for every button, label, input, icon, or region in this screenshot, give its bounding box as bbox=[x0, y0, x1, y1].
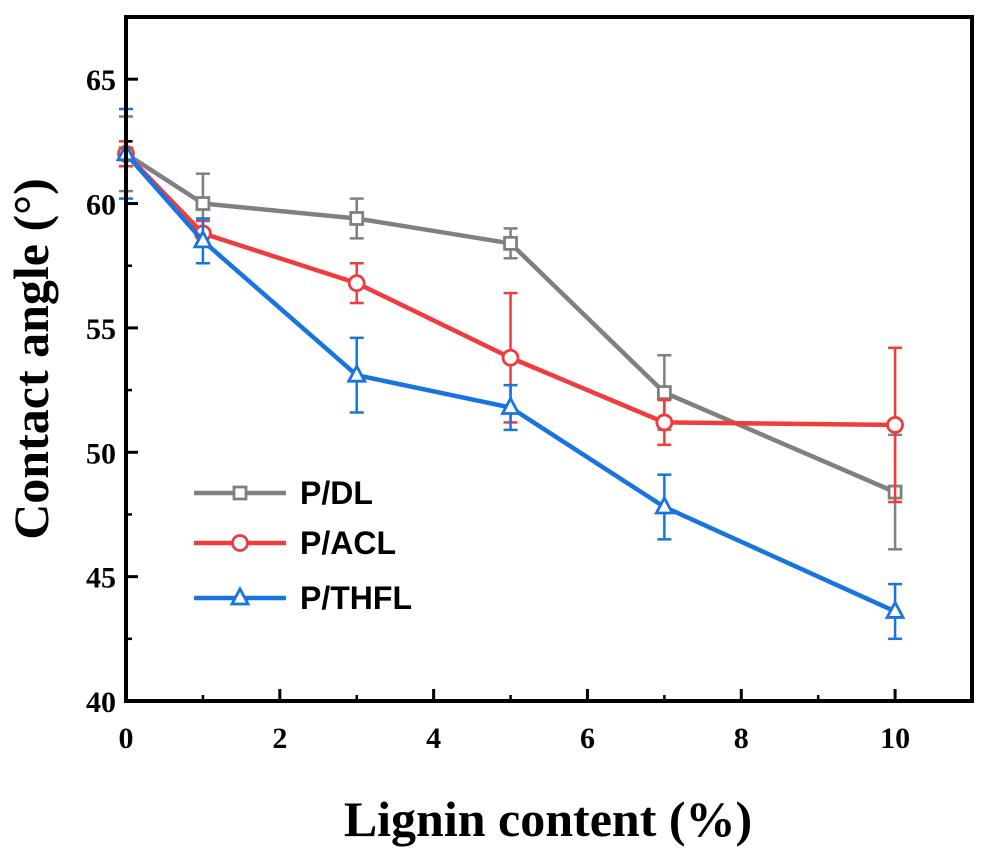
x-axis-ticks: 0 2 4 6 8 10 bbox=[119, 689, 910, 755]
data-point bbox=[346, 363, 368, 383]
y-axis-ticks: 40 45 50 55 60 65 bbox=[86, 64, 138, 719]
x-tick-label: 8 bbox=[734, 722, 749, 755]
data-point bbox=[501, 348, 520, 367]
series-line bbox=[124, 152, 897, 614]
data-point bbox=[500, 395, 521, 415]
series-line bbox=[124, 152, 896, 428]
legend-item: P/THFL bbox=[194, 580, 412, 616]
x-axis-title: Lignin content (%) bbox=[344, 791, 752, 847]
data-point bbox=[886, 416, 904, 434]
data-point bbox=[655, 413, 674, 432]
y-tick-label: 40 bbox=[86, 686, 116, 719]
y-tick-label: 55 bbox=[86, 313, 116, 346]
data-point bbox=[192, 228, 214, 249]
legend-label: P/THFL bbox=[300, 580, 412, 616]
y-tick-label: 50 bbox=[86, 437, 116, 470]
series-p-acl bbox=[117, 140, 904, 504]
x-tick-label: 2 bbox=[272, 722, 287, 755]
data-point bbox=[347, 274, 366, 293]
x-tick-label: 4 bbox=[426, 722, 441, 755]
x-tick-label: 0 bbox=[119, 722, 134, 755]
y-axis-title: Contact angle (°) bbox=[3, 178, 59, 540]
y-tick-label: 45 bbox=[86, 562, 116, 595]
legend-label: P/ACL bbox=[300, 525, 396, 561]
data-point bbox=[656, 385, 672, 400]
data-point bbox=[503, 235, 518, 251]
legend-label: P/DL bbox=[300, 475, 373, 511]
data-point bbox=[884, 599, 906, 619]
plot-frame bbox=[124, 15, 974, 703]
legend-marker bbox=[232, 485, 248, 501]
data-point bbox=[349, 211, 365, 226]
legend-marker bbox=[229, 586, 251, 606]
series-layer bbox=[115, 107, 906, 641]
legend-marker bbox=[231, 534, 249, 552]
data-point bbox=[654, 495, 675, 515]
series-line bbox=[124, 151, 896, 495]
data-point bbox=[195, 196, 211, 211]
legend-item: P/DL bbox=[194, 475, 373, 511]
x-tick-label: 6 bbox=[580, 722, 595, 755]
series-p-thfl bbox=[115, 107, 906, 641]
x-tick-label: 10 bbox=[880, 722, 910, 755]
y-tick-label: 65 bbox=[86, 64, 116, 97]
legend-item: P/ACL bbox=[194, 525, 396, 561]
legend: P/DL P/ACL P/THFL bbox=[194, 475, 412, 616]
y-tick-label: 60 bbox=[86, 189, 116, 222]
